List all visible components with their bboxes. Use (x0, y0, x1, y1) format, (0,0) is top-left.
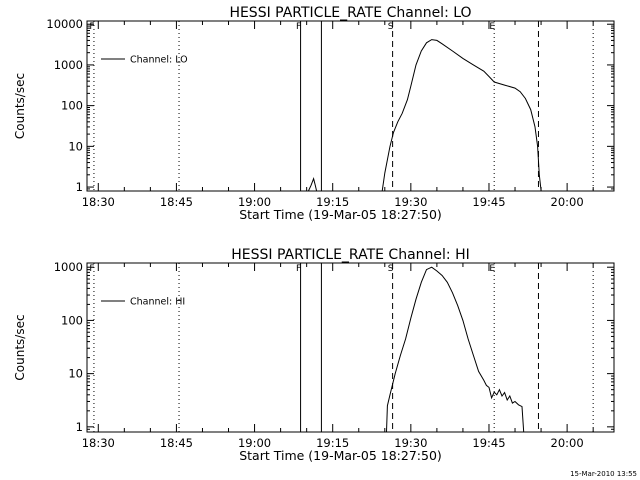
x-tick-label: 19:45 (472, 195, 505, 209)
x-tick-label: 18:45 (160, 195, 193, 209)
x-tick-label: 19:00 (238, 436, 271, 450)
y-axis-label: Counts/sec (13, 73, 27, 139)
marker-label: E (489, 22, 495, 32)
legend-entry: Channel: HI (130, 297, 185, 308)
plot-frame (86, 262, 615, 433)
x-tick-label: 19:30 (394, 436, 427, 450)
x-axis-label: Start Time (19-Mar-05 18:27:50) (239, 207, 442, 222)
marker-label: F (296, 264, 301, 274)
chart-title: HESSI PARTICLE_RATE Channel: LO (229, 5, 471, 21)
panel-lo: HESSI PARTICLE_RATE Channel: LOF F S E11010… (13, 5, 615, 222)
x-tick-label: 18:30 (82, 195, 115, 209)
y-tick-label: 1 (76, 180, 83, 194)
x-tick-label: 19:15 (316, 436, 349, 450)
y-tick-label: 10 (68, 139, 83, 153)
legend-entry: Channel: LO (130, 55, 188, 66)
x-tick-label: 18:30 (82, 436, 115, 450)
marker-label: F (296, 22, 301, 32)
marker-label: E (489, 264, 495, 274)
x-tick-label: 18:45 (160, 436, 193, 450)
marker-label: F (89, 22, 94, 32)
x-tick-label: 20:00 (551, 195, 584, 209)
x-tick-label: 20:00 (551, 436, 584, 450)
series-line (307, 177, 318, 192)
marker-label: S (388, 264, 394, 274)
series-line (386, 266, 525, 433)
x-tick-label: 19:45 (472, 436, 505, 450)
marker-label: S (388, 22, 394, 32)
y-tick-label: 100 (61, 99, 83, 113)
series-line (381, 39, 542, 192)
y-tick-label: 1000 (54, 260, 83, 274)
marker-label: F (89, 264, 94, 274)
y-tick-label: 100 (61, 313, 83, 327)
x-tick-label: 19:00 (238, 195, 271, 209)
y-axis-label: Counts/sec (13, 314, 27, 380)
footer-timestamp: 15-Mar-2010 13:55 (570, 470, 637, 478)
y-tick-label: 1 (76, 420, 83, 434)
y-tick-label: 10000 (46, 17, 83, 31)
x-tick-label: 19:15 (316, 195, 349, 209)
y-tick-label: 1000 (54, 58, 83, 72)
plot-frame (86, 20, 615, 192)
x-axis-label: Start Time (19-Mar-05 18:27:50) (239, 448, 442, 463)
y-tick-label: 10 (68, 367, 83, 381)
x-tick-label: 19:30 (394, 195, 427, 209)
chart-title: HESSI PARTICLE_RATE Channel: HI (231, 247, 469, 263)
panel-hi: HESSI PARTICLE_RATE Channel: HIF F S E11010… (13, 247, 615, 463)
